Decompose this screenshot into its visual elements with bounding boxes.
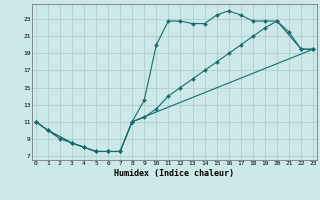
X-axis label: Humidex (Indice chaleur): Humidex (Indice chaleur) [115,169,234,178]
